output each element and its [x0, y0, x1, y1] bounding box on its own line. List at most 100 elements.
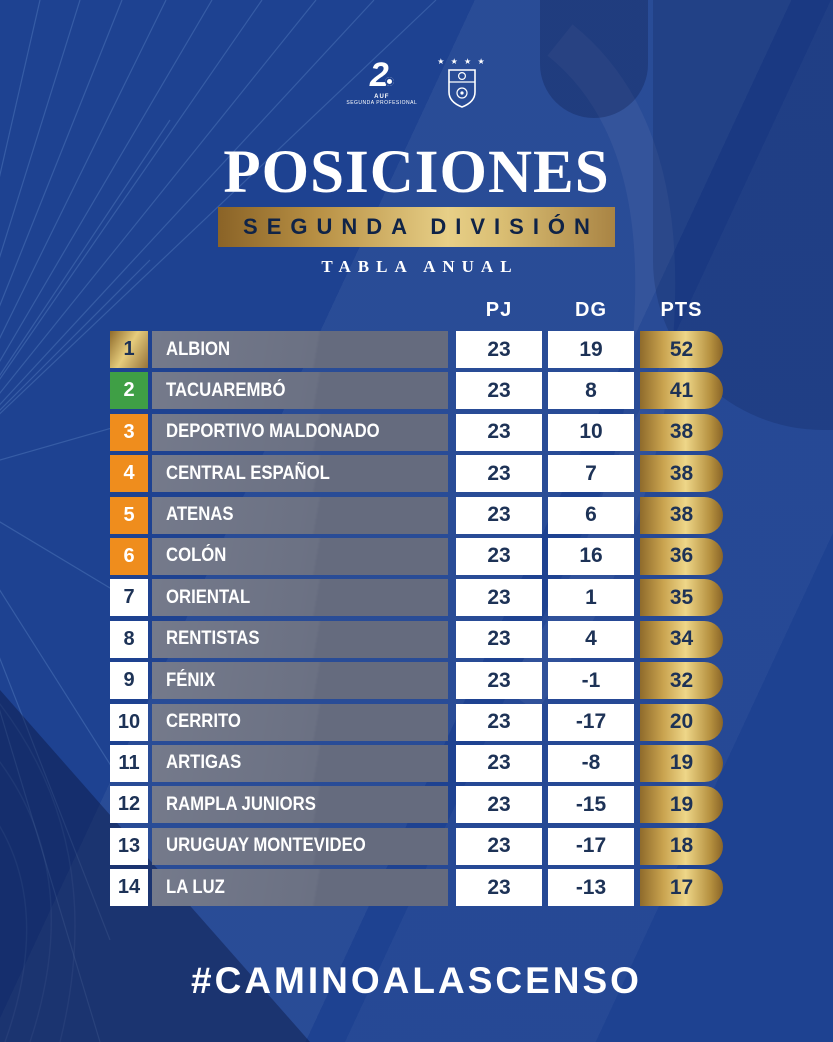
- team-name: COLÓN: [166, 545, 227, 567]
- dg-cell: 10: [548, 413, 634, 451]
- segunda-division-logo: 2 AUF SEGUNDA PROFESIONAL: [346, 58, 417, 106]
- column-header-dg: DG: [575, 299, 607, 321]
- standings-rows: 1 ALBION 23 19 52 2 TACUAREMBÓ 23 8 41 3 DEPORTIVO …: [110, 331, 723, 907]
- position-badge: 11: [110, 744, 148, 782]
- pts-cell: 32: [640, 662, 723, 700]
- team-cell: CERRITO: [152, 703, 448, 741]
- team-name: ATENAS: [166, 504, 234, 526]
- table-row: 4 CENTRAL ESPAÑOL 23 7 38: [110, 455, 723, 493]
- table-row: 12 RAMPLA JUNIORS 23 -15 19: [110, 786, 723, 824]
- pj-cell: 23: [456, 372, 542, 410]
- page-title: POSICIONES: [223, 139, 610, 206]
- dg-cell: -17: [548, 703, 634, 741]
- position-badge: 13: [110, 827, 148, 865]
- team-name: RAMPLA JUNIORS: [166, 793, 316, 815]
- team-name: DEPORTIVO MALDONADO: [166, 421, 380, 443]
- pj-cell: 23: [456, 869, 542, 907]
- dg-cell: -17: [548, 827, 634, 865]
- position-badge: 5: [110, 496, 148, 534]
- pts-cell: 19: [640, 744, 723, 782]
- subtitle-text: SEGUNDA DIVISIÓN: [243, 214, 599, 239]
- position-badge: 7: [110, 579, 148, 617]
- column-header-pts: PTS: [660, 299, 703, 321]
- dg-cell: 4: [548, 620, 634, 658]
- position-badge: 9: [110, 662, 148, 700]
- dg-cell: 1: [548, 579, 634, 617]
- table-row: 3 DEPORTIVO MALDONADO 23 10 38: [110, 413, 723, 451]
- team-name: URUGUAY MONTEVIDEO: [166, 835, 366, 857]
- dg-cell: -15: [548, 786, 634, 824]
- team-cell: URUGUAY MONTEVIDEO: [152, 827, 448, 865]
- table-row: 9 FÉNIX 23 -1 32: [110, 662, 723, 700]
- pts-cell: 36: [640, 537, 723, 575]
- pts-cell: 52: [640, 331, 723, 368]
- team-name: ARTIGAS: [166, 752, 242, 774]
- table-row: 2 TACUAREMBÓ 23 8 41: [110, 372, 723, 410]
- team-cell: COLÓN: [152, 537, 448, 575]
- pts-cell: 38: [640, 413, 723, 451]
- subtitle-banner: SEGUNDA DIVISIÓN: [218, 207, 615, 247]
- team-cell: TACUAREMBÓ: [152, 372, 448, 410]
- team-cell: RAMPLA JUNIORS: [152, 786, 448, 824]
- auf-crest-stars: ★ ★ ★ ★: [437, 57, 487, 66]
- dg-cell: 19: [548, 331, 634, 368]
- pts-cell: 41: [640, 372, 723, 410]
- column-header-pj: PJ: [485, 299, 513, 321]
- pts-cell: 19: [640, 786, 723, 824]
- table-row: 5 ATENAS 23 6 38: [110, 496, 723, 534]
- pj-cell: 23: [456, 537, 542, 575]
- dg-cell: 6: [548, 496, 634, 534]
- pts-cell: 35: [640, 579, 723, 617]
- pj-cell: 23: [456, 827, 542, 865]
- team-cell: CENTRAL ESPAÑOL: [152, 455, 448, 493]
- dg-cell: -1: [548, 662, 634, 700]
- auf-shield-icon: [448, 69, 476, 108]
- team-name: ORIENTAL: [166, 586, 251, 608]
- table-row: 14 LA LUZ 23 -13 17: [110, 869, 723, 907]
- position-badge: 12: [110, 786, 148, 824]
- team-cell: ALBION: [152, 331, 448, 368]
- table-row: 8 RENTISTAS 23 4 34: [110, 620, 723, 658]
- dg-cell: 8: [548, 372, 634, 410]
- table-row: 6 COLÓN 23 16 36: [110, 537, 723, 575]
- pj-cell: 23: [456, 786, 542, 824]
- team-cell: DEPORTIVO MALDONADO: [152, 413, 448, 451]
- table-row: 10 CERRITO 23 -17 20: [110, 703, 723, 741]
- team-name: FÉNIX: [166, 669, 216, 691]
- auf-crest-logo: ★ ★ ★ ★: [437, 58, 486, 108]
- pts-cell: 34: [640, 620, 723, 658]
- position-badge: 10: [110, 703, 148, 741]
- segunda-division-logo-auf-label: AUF: [374, 94, 390, 100]
- table-row: 1 ALBION 23 19 52: [110, 331, 723, 368]
- pj-cell: 23: [456, 455, 542, 493]
- team-cell: FÉNIX: [152, 662, 448, 700]
- table-row: 11 ARTIGAS 23 -8 19: [110, 744, 723, 782]
- team-name: CERRITO: [166, 711, 241, 733]
- team-cell: ATENAS: [152, 496, 448, 534]
- pts-cell: 20: [640, 703, 723, 741]
- pj-cell: 23: [456, 703, 542, 741]
- segunda-division-logo-number: 2: [346, 58, 417, 92]
- team-name: CENTRAL ESPAÑOL: [166, 462, 330, 484]
- campaign-hashtag: #CAMINOALASCENSO: [191, 960, 642, 1001]
- table-row: 7 ORIENTAL 23 1 35: [110, 579, 723, 617]
- position-badge: 6: [110, 537, 148, 575]
- header-logos: 2 AUF SEGUNDA PROFESIONAL ★ ★ ★ ★: [0, 58, 833, 108]
- table-row: 13 URUGUAY MONTEVIDEO 23 -17 18: [110, 827, 723, 865]
- pj-cell: 23: [456, 579, 542, 617]
- team-cell: RENTISTAS: [152, 620, 448, 658]
- table-column-headers: PJ DG PTS: [110, 299, 723, 325]
- pts-cell: 38: [640, 496, 723, 534]
- position-badge: 3: [110, 413, 148, 451]
- segunda-division-logo-sublabel: SEGUNDA PROFESIONAL: [346, 100, 418, 106]
- soccer-ball-icon: [384, 77, 394, 86]
- pts-cell: 17: [640, 869, 723, 907]
- team-cell: ARTIGAS: [152, 744, 448, 782]
- pts-cell: 18: [640, 827, 723, 865]
- pj-cell: 23: [456, 413, 542, 451]
- team-name: ALBION: [166, 338, 231, 360]
- team-cell: ORIENTAL: [152, 579, 448, 617]
- team-cell: LA LUZ: [152, 869, 448, 907]
- dg-cell: 7: [548, 455, 634, 493]
